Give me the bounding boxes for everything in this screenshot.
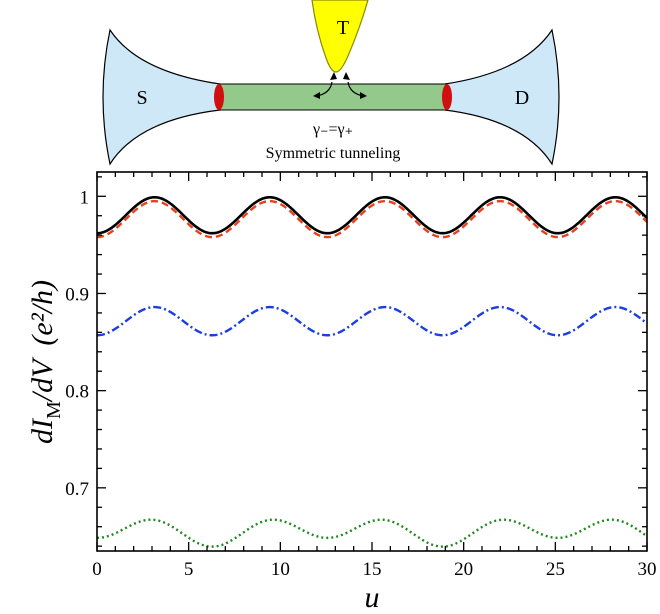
- y-axis-label-main: dI: [26, 417, 59, 444]
- y-axis-label: dIM/dV (e²/h): [26, 280, 65, 444]
- stm-tip: [311, 0, 369, 73]
- y-tick-label: 0.7: [65, 479, 89, 500]
- drain-label: D: [515, 87, 529, 109]
- x-tick-label: 15: [363, 559, 382, 580]
- series-layer: [96, 195, 648, 548]
- tunnel-arrowhead-4: [360, 92, 367, 99]
- series-line-3: [96, 305, 648, 337]
- tunnel-arrowhead-2: [343, 72, 350, 80]
- drain-lead: [444, 28, 560, 166]
- x-tick-label: 25: [546, 559, 565, 580]
- setup-diagram: T S D γ₋=γ₊ Symmetric tunneling: [102, 0, 560, 166]
- series-line-4: [96, 518, 648, 548]
- majorana-right: [442, 84, 452, 110]
- y-tick-label: 0.8: [65, 382, 89, 403]
- x-tick-label: 10: [271, 559, 290, 580]
- tunneling-condition: γ₋=γ₊: [312, 121, 353, 138]
- y-axis-label-sub: M: [43, 401, 65, 419]
- tunnel-arrowhead-3: [313, 92, 320, 99]
- plot: 0 5 10 15 20 25 30 0.7 0.8 0.9 1 u dIM/dV (e²/h): [26, 171, 657, 614]
- x-tick-label: 0: [92, 559, 102, 580]
- series-line-2: [96, 199, 648, 239]
- y-axis-label-rest: /dV: [26, 356, 59, 403]
- tunnel-arrowhead-1: [330, 72, 337, 80]
- majorana-left: [214, 84, 224, 110]
- tick-layer: 0 5 10 15 20 25 30 0.7 0.8 0.9 1: [65, 172, 657, 580]
- series-line-1: [96, 195, 648, 235]
- y-axis-label-units: (e²/h): [26, 280, 59, 346]
- x-axis-label: u: [365, 581, 380, 614]
- tip-label: T: [337, 17, 349, 39]
- y-tick-label: 0.9: [65, 284, 89, 305]
- x-tick-label: 5: [184, 559, 194, 580]
- x-tick-label: 30: [638, 559, 657, 580]
- y-tick-label: 1: [80, 187, 90, 208]
- x-tick-label: 20: [454, 559, 473, 580]
- source-label: S: [136, 87, 147, 109]
- source-lead: [102, 28, 221, 166]
- diagram-caption: Symmetric tunneling: [266, 145, 401, 162]
- nanowire: [218, 83, 448, 111]
- plot-frame: [96, 171, 648, 552]
